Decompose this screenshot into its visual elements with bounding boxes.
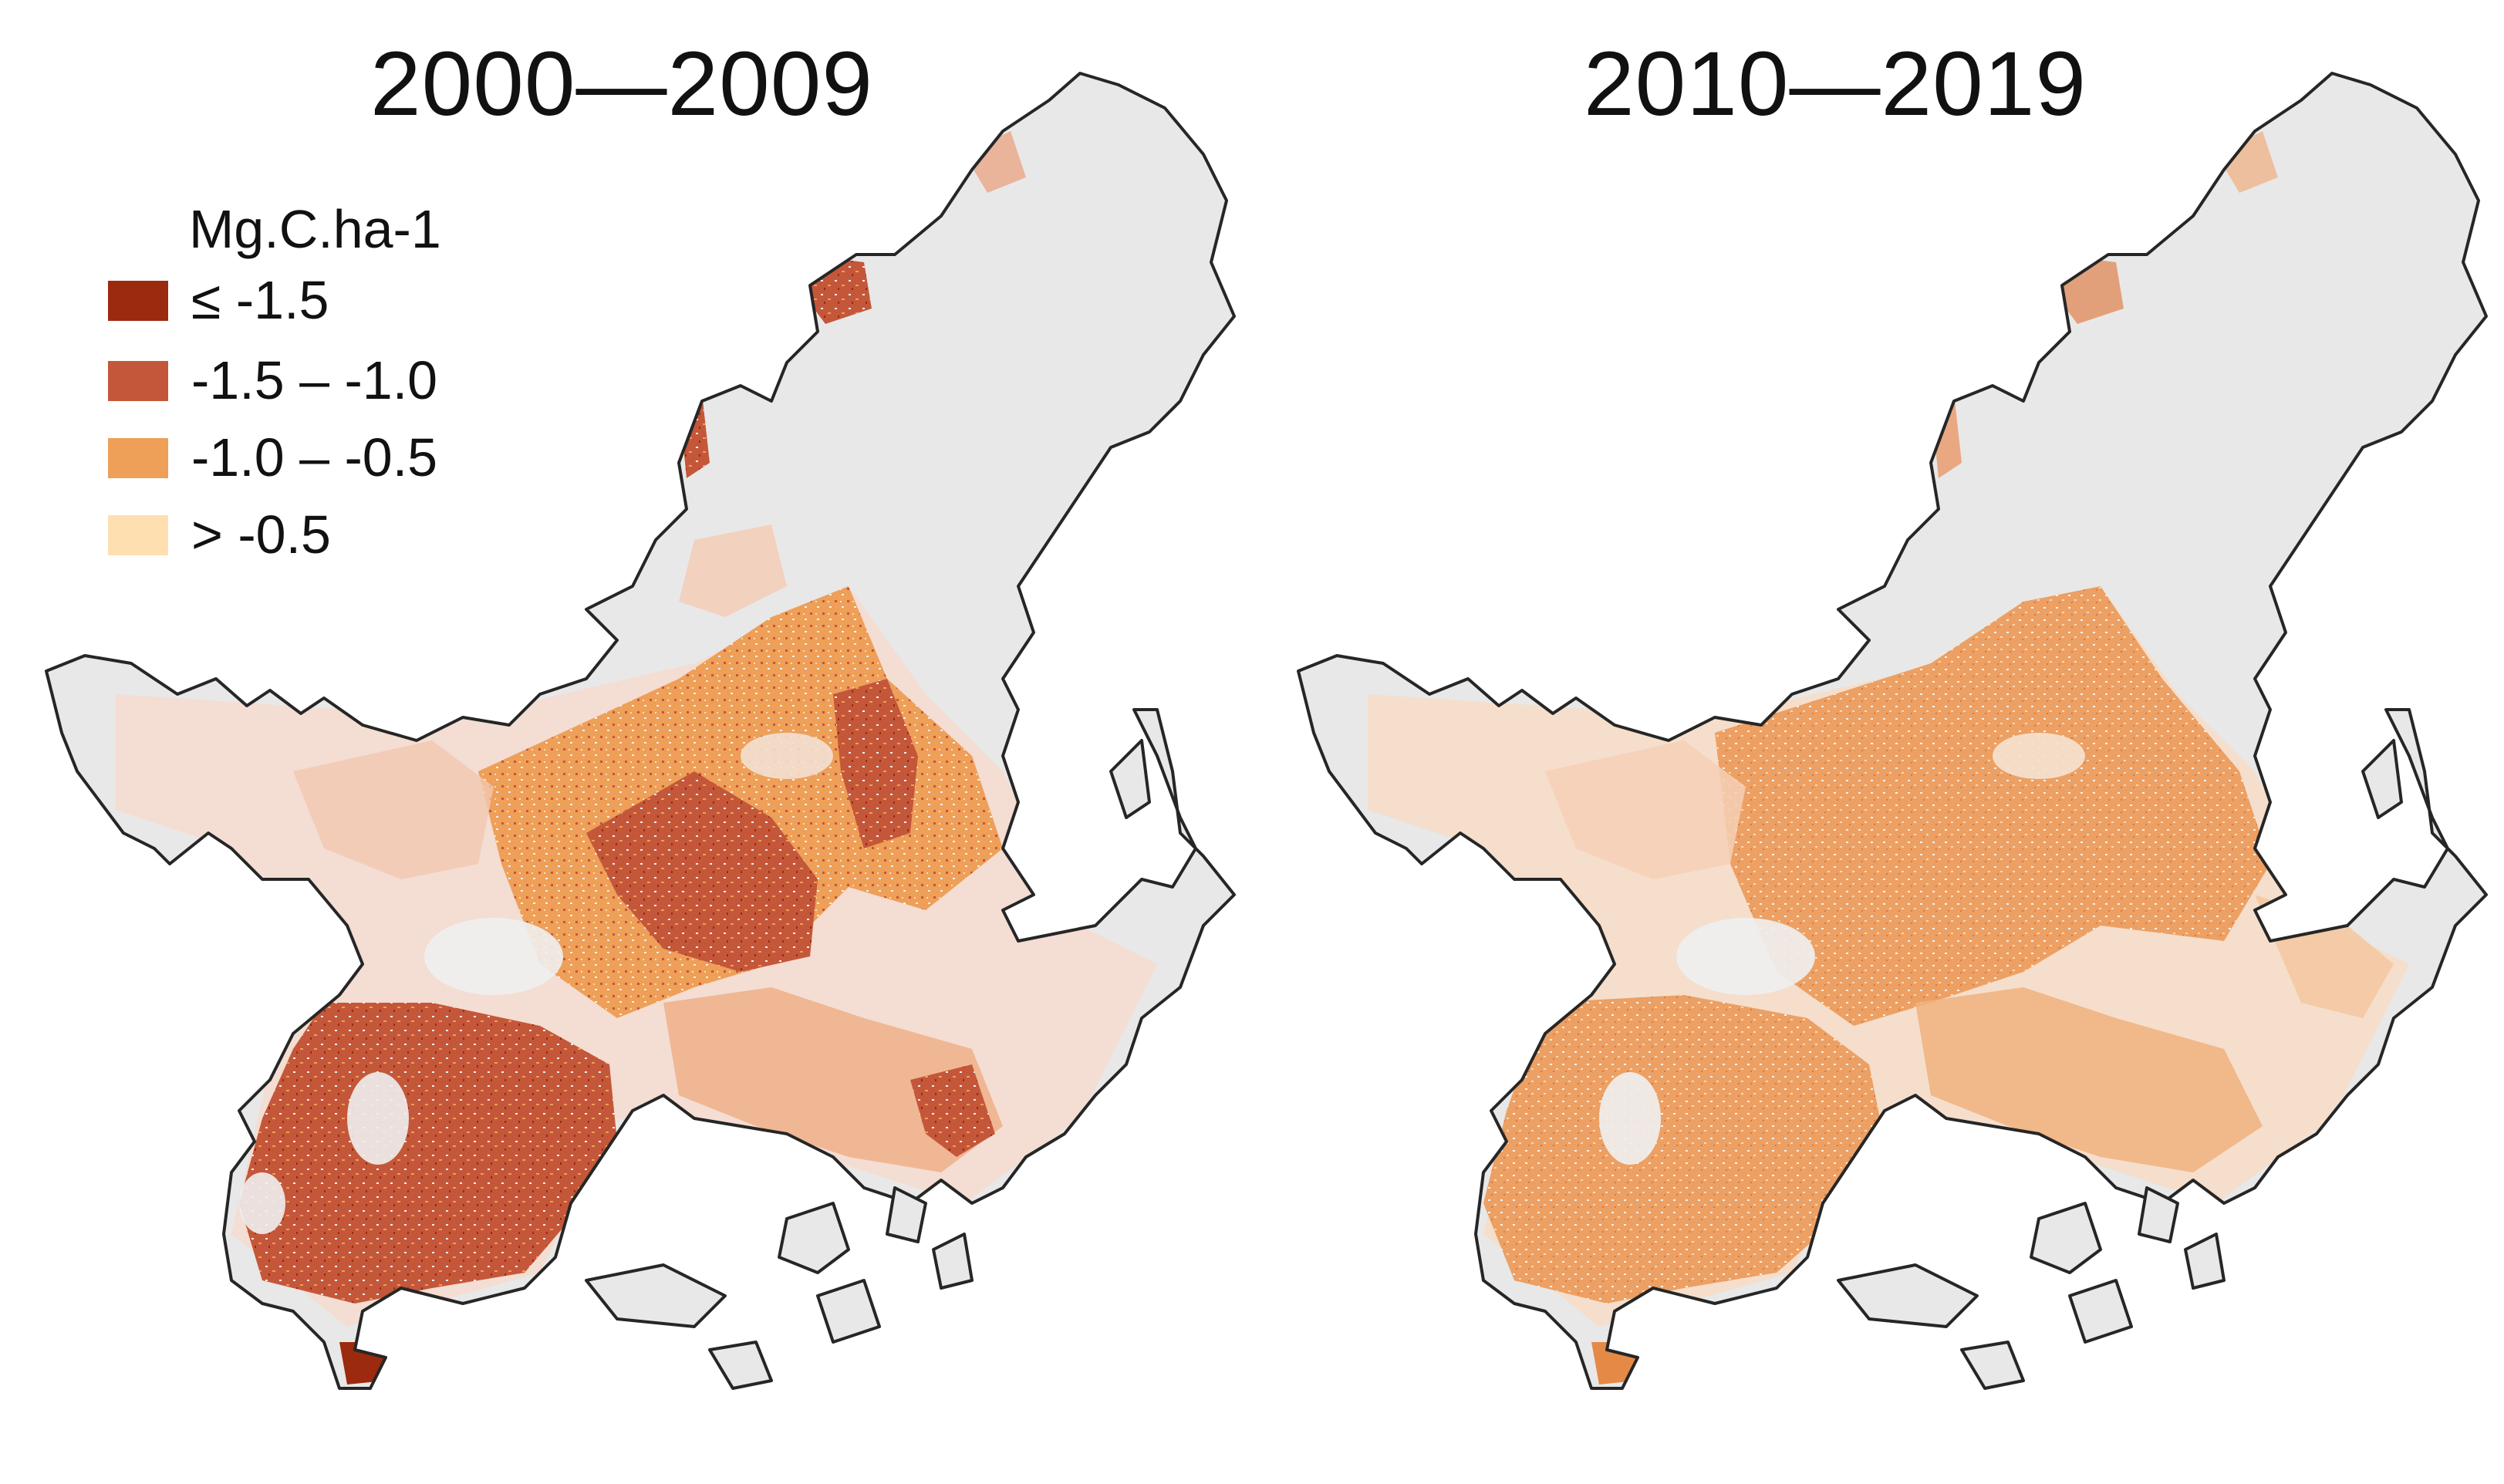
legend-label: ≤ -1.5: [191, 270, 329, 330]
legend-swatch: [108, 438, 168, 478]
legend-title: Mg.C.ha-1: [189, 199, 441, 259]
map-2010-2019: [1297, 72, 2488, 1390]
loss-raster-2000-2009: [116, 131, 1157, 1385]
islands: [585, 739, 1151, 1390]
map-panel-2000-2009: 2000—2009 Mg.C.ha-1 ≤ -1.5 -1.5 – -1.0 -…: [45, 33, 1236, 1390]
legend-item-le-1-5: ≤ -1.5: [108, 273, 509, 327]
legend-swatch: [108, 361, 168, 401]
legend-label: -1.0 – -0.5: [191, 427, 438, 487]
legend-swatch: [108, 281, 168, 321]
legend-swatch: [108, 515, 168, 555]
panel-title-2000-2009: 2000—2009: [370, 33, 874, 135]
panel-title-2010-2019: 2010—2019: [1584, 33, 2087, 135]
islands: [1837, 739, 2403, 1390]
loss-raster-2010-2019: [1368, 131, 2409, 1385]
map-2000-2009: [45, 72, 1236, 1390]
legend-item-1-0-to-0-5: -1.0 – -0.5: [108, 430, 509, 484]
map-panel-2010-2019: 2010—2019: [1252, 0, 2504, 1484]
legend-label: > -0.5: [191, 504, 331, 565]
legend-label: -1.5 – -1.0: [191, 350, 438, 410]
legend-item-gt-0-5: > -0.5: [108, 508, 509, 562]
legend-item-1-5-to-1-0: -1.5 – -1.0: [108, 353, 509, 407]
